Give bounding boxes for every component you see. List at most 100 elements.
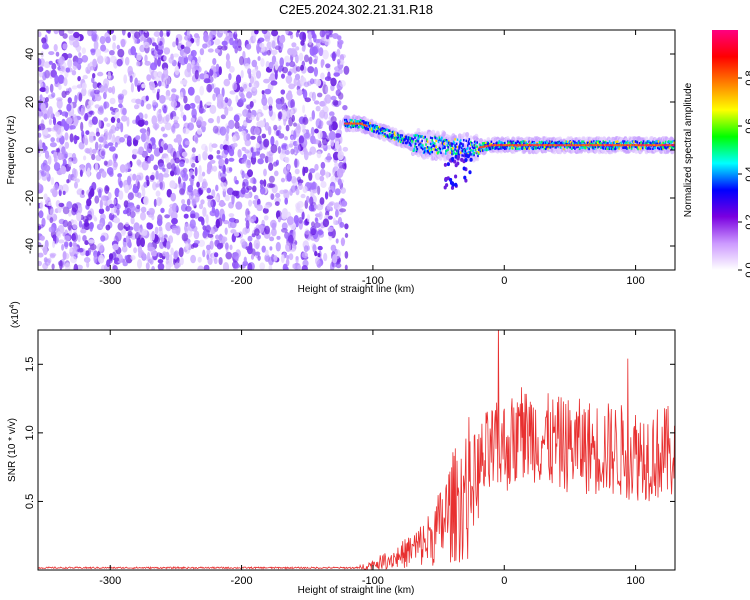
spectrogram-cell xyxy=(61,118,66,127)
spectrogram-cell xyxy=(389,133,392,137)
spectrogram-cell xyxy=(249,76,255,84)
spectrogram-cell xyxy=(458,147,460,150)
spectrogram-cell xyxy=(435,139,437,143)
spectrogram-cell xyxy=(101,150,105,157)
spectrogram-cell xyxy=(302,116,309,125)
spectrogram-cell xyxy=(82,235,87,242)
spectrogram-cell xyxy=(246,185,253,191)
spectrogram-cell xyxy=(68,158,72,167)
spectrogram-cell xyxy=(153,50,158,56)
spectrogram-cell xyxy=(158,226,163,232)
spectrogram-cell xyxy=(175,150,180,159)
spectrogram-cell xyxy=(197,153,201,162)
spectrogram-cell xyxy=(247,262,253,270)
spectrogram-cell xyxy=(422,145,424,148)
spectrogram-cell xyxy=(261,245,266,253)
spectrogram-cell xyxy=(210,228,216,235)
spectrogram-cell xyxy=(304,54,309,63)
spectrogram-cell xyxy=(98,208,105,215)
spectrogram-cell xyxy=(259,153,266,159)
spectrogram-cell xyxy=(58,30,65,37)
spectrogram-cell xyxy=(281,73,285,79)
spectrogram-cell xyxy=(143,142,149,150)
spectrogram-cell xyxy=(286,144,290,152)
spectrogram-cell xyxy=(461,154,463,157)
spectrogram-cell xyxy=(264,155,269,164)
spectrogram-cell xyxy=(190,213,196,219)
spectrogram-cell xyxy=(166,240,171,250)
spectrogram-cell xyxy=(567,141,570,144)
spectrogram-cell xyxy=(38,260,42,267)
spectrogram-cell xyxy=(303,245,309,253)
spectrogram-cell xyxy=(219,172,227,178)
spectrogram-cell xyxy=(38,202,41,209)
spectrogram-cell xyxy=(295,66,301,72)
spectrogram-cell xyxy=(545,147,547,151)
spectrogram-cell xyxy=(355,120,358,123)
spectrogram-cell xyxy=(167,262,174,268)
spectrogram-cell xyxy=(590,140,593,144)
spectrogram-cell xyxy=(228,73,232,81)
spectrogram-cell xyxy=(171,93,176,100)
spectrogram-cell xyxy=(210,65,216,71)
spectrogram-cell xyxy=(574,144,576,147)
spectrogram-cell xyxy=(444,145,446,148)
spectrogram-cell xyxy=(316,204,324,211)
spectrogram-cell xyxy=(118,103,123,109)
spectrogram-cell xyxy=(380,127,382,130)
spectrogram-cell xyxy=(198,203,204,210)
spectrogram-cell xyxy=(197,56,201,63)
spectrogram-cell xyxy=(494,147,497,150)
spectrogram-cell xyxy=(156,252,162,257)
spectrogram-cell xyxy=(448,140,450,143)
spectrogram-cell xyxy=(242,109,249,117)
spectrogram-cell xyxy=(328,123,333,132)
spectrogram-cell xyxy=(148,207,155,213)
spectrogram-cell xyxy=(629,141,631,144)
spectrogram-cell xyxy=(350,121,352,124)
spectrogram-cell xyxy=(293,122,297,127)
spectrogram-cell xyxy=(297,265,302,270)
spectrogram-cell xyxy=(579,144,582,147)
spectrogram-cell xyxy=(250,135,256,140)
spectrogram-cell xyxy=(58,239,65,244)
spectrogram-cell xyxy=(53,184,60,191)
spectrogram-cell xyxy=(274,45,281,50)
spectrogram-cell xyxy=(205,225,211,233)
spectrogram-cell xyxy=(496,147,498,150)
spectrogram-cell xyxy=(191,59,196,65)
spectrogram-cell xyxy=(298,208,304,213)
spectrogram-cell xyxy=(44,44,49,49)
spectrogram-cell xyxy=(413,147,415,151)
spectrogram-cell xyxy=(74,94,78,104)
spectrogram-cell xyxy=(64,141,70,149)
spectrogram-cell xyxy=(415,146,418,149)
spectrogram-cell xyxy=(84,240,89,246)
spectrogram-cell xyxy=(137,119,145,127)
spectrogram-cell xyxy=(439,147,441,151)
spectrogram-cell xyxy=(60,165,67,175)
spectrogram-cell xyxy=(513,142,516,145)
spectrogram-cell xyxy=(542,144,545,147)
spectrogram-cell xyxy=(442,146,445,150)
spectrogram-cell xyxy=(142,228,148,236)
spectrogram-cell xyxy=(79,193,86,198)
spectrogram-cell xyxy=(91,148,97,154)
spectrogram-cell xyxy=(45,85,49,94)
spectrogram-cell xyxy=(115,231,122,242)
spectrogram-cell xyxy=(552,144,554,147)
spectrogram-cell xyxy=(515,142,518,145)
spectrogram-cell xyxy=(126,135,132,145)
spectrogram-cell xyxy=(222,182,228,192)
spectrogram-cell xyxy=(288,61,296,68)
spectrogram-cell xyxy=(38,58,42,66)
spectrogram-cell xyxy=(110,116,116,123)
spectrogram-cell xyxy=(328,131,336,141)
spectrogram-cell xyxy=(511,140,513,143)
spectrogram-cell xyxy=(371,129,374,133)
spectrogram-cell xyxy=(325,85,329,94)
spectrogram-cell xyxy=(96,171,102,180)
spectrogram-cell xyxy=(324,76,332,82)
spectrogram-cell xyxy=(295,188,300,196)
spectrogram-cell xyxy=(429,146,431,150)
